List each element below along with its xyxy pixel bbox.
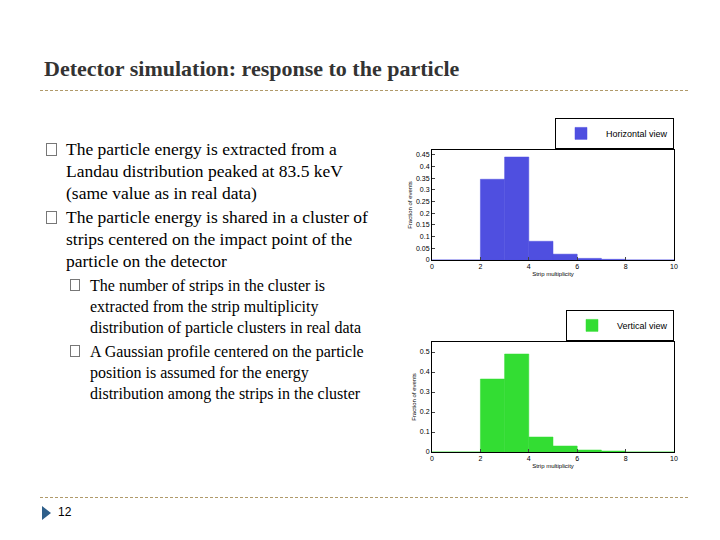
- svg-text:0: 0: [426, 256, 430, 263]
- html-text:The particle energy is extract: The particle energy is extracted from a …: [66, 139, 343, 203]
- svg-text:0.15: 0.15: [416, 221, 430, 228]
- svg-text:0.35: 0.35: [416, 175, 430, 182]
- svg-text:6: 6: [575, 455, 579, 462]
- svg-text:Strip multiplicity: Strip multiplicity: [532, 271, 574, 277]
- html-text:A Gaussian profile centered on: A Gaussian profile centered on the parti…: [90, 343, 364, 402]
- html-text:The number of strips in the cl: The number of strips in the cluster is e…: [90, 277, 361, 336]
- svg-text:Vertical view: Vertical view: [617, 321, 668, 331]
- html-text:Detector simulation: response: Detector simulation: response to the par…: [44, 56, 460, 81]
- svg-text:2: 2: [478, 263, 482, 270]
- svg-text:10: 10: [670, 455, 678, 462]
- svg-text:8: 8: [624, 455, 628, 462]
- svg-text:Fraction of events: Fraction of events: [411, 373, 417, 421]
- svg-text:10: 10: [670, 263, 678, 270]
- svg-text:0.1: 0.1: [420, 428, 430, 435]
- svg-text:0.2: 0.2: [420, 210, 430, 217]
- svg-text:0.25: 0.25: [416, 198, 430, 205]
- svg-text:Horizontal view: Horizontal view: [606, 129, 668, 139]
- svg-text:0.3: 0.3: [420, 388, 430, 395]
- svg-text:0: 0: [430, 455, 434, 462]
- svg-text:4: 4: [527, 263, 531, 270]
- svg-text:2: 2: [478, 455, 482, 462]
- svg-text:0.4: 0.4: [420, 368, 430, 375]
- svg-text:0.2: 0.2: [420, 408, 430, 415]
- svg-text:8: 8: [624, 263, 628, 270]
- svg-text:0: 0: [430, 263, 434, 270]
- svg-text:Fraction of events: Fraction of events: [407, 181, 413, 229]
- svg-text:0: 0: [426, 448, 430, 455]
- svg-text:4: 4: [527, 455, 531, 462]
- svg-text:Strip multiplicity: Strip multiplicity: [532, 463, 574, 469]
- svg-text:0.5: 0.5: [420, 348, 430, 355]
- svg-text:0.4: 0.4: [420, 163, 430, 170]
- svg-text:6: 6: [575, 263, 579, 270]
- html-text:12: 12: [58, 505, 72, 519]
- svg-text:0.45: 0.45: [416, 151, 430, 158]
- svg-text:0.3: 0.3: [420, 186, 430, 193]
- html-text:The particle energy is shared: The particle energy is shared in a clust…: [66, 207, 368, 271]
- svg-text:0.05: 0.05: [416, 245, 430, 252]
- svg-text:0.1: 0.1: [420, 233, 430, 240]
